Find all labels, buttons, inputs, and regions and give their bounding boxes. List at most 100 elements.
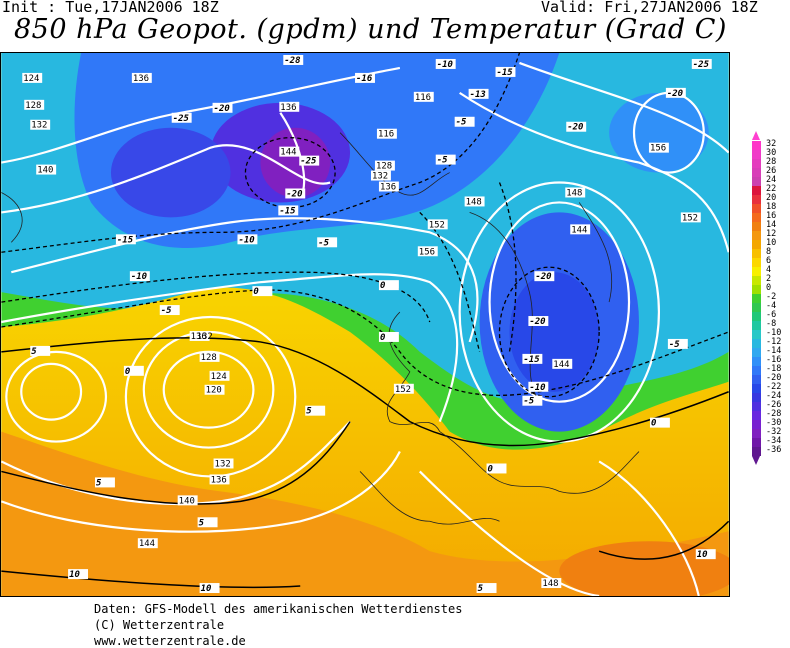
geopot-label: 136 [279, 101, 300, 113]
temp-label: -15 [278, 205, 299, 216]
legend-label: -8 [766, 319, 777, 329]
legend-label: 14 [766, 220, 777, 230]
warm-core-south [1, 431, 729, 596]
geopot-label: 120 [204, 384, 225, 396]
svg-text:136: 136 [211, 475, 227, 485]
temp-label: 10 [68, 569, 89, 580]
legend-swatch [752, 177, 761, 186]
legend-entry: 6 [752, 256, 780, 267]
svg-text:128: 128 [25, 101, 41, 111]
temp-label: 5 [197, 517, 218, 528]
legend-label: -26 [766, 400, 782, 410]
temp-label: 5 [476, 583, 497, 594]
temp-label: -5 [522, 395, 543, 407]
svg-text:152: 152 [395, 385, 411, 395]
legend-swatch [752, 321, 761, 330]
geopot-label: 136 [189, 330, 210, 342]
legend-label: 16 [766, 211, 777, 221]
svg-text:120: 120 [206, 386, 222, 396]
temp-label: -15 [522, 353, 543, 365]
svg-text:-20: -20 [286, 189, 302, 199]
legend-swatch [752, 204, 761, 213]
legend-entry: 8 [752, 247, 780, 258]
temp-label: 10 [199, 583, 220, 594]
svg-text:-20: -20 [567, 123, 583, 133]
temp-label: -13 [468, 88, 489, 100]
footer-url: www.wetterzentrale.de [94, 634, 246, 648]
svg-text:-13: -13 [470, 90, 486, 100]
temp-label: 0 [649, 417, 670, 429]
legend-entry: 28 [752, 157, 780, 168]
svg-text:-15: -15 [117, 235, 134, 245]
legend-entry: 30 [752, 148, 780, 159]
legend-swatch [752, 285, 761, 294]
legend-label: 30 [766, 148, 777, 158]
legend-entry: 10 [752, 238, 780, 249]
geopot-label: 128 [199, 351, 220, 363]
temp-label: 5 [305, 405, 326, 417]
temp-label: -16 [355, 72, 375, 84]
svg-text:124: 124 [211, 372, 227, 382]
temp-label: -10 [237, 234, 258, 245]
svg-text:156: 156 [650, 144, 666, 154]
geopot-label: 132 [30, 119, 51, 131]
legend-swatch [752, 159, 761, 168]
svg-text:5: 5 [478, 584, 484, 594]
legend-entry: 16 [752, 211, 780, 222]
legend-label: -22 [766, 382, 782, 392]
svg-text:0: 0 [125, 367, 130, 377]
legend-entry: -2 [752, 292, 780, 303]
temp-label: 0 [378, 331, 399, 343]
temp-label: 0 [252, 286, 273, 297]
legend-swatch [752, 231, 761, 240]
legend-swatch [752, 294, 761, 303]
svg-text:-15: -15 [523, 355, 540, 365]
legend-swatch [752, 438, 761, 447]
init-time: Init : Tue,17JAN2006 18Z [2, 0, 219, 16]
legend-label: 12 [766, 229, 777, 239]
svg-text:148: 148 [466, 197, 482, 207]
temp-label: -25 [171, 112, 192, 124]
legend-entry: -34 [752, 436, 781, 447]
legend-swatch [752, 276, 761, 285]
legend-entry: -28 [752, 409, 781, 420]
svg-text:-20: -20 [214, 104, 230, 114]
legend-swatch [752, 411, 761, 420]
footer-source: Daten: GFS-Modell des amerikanischen Wet… [94, 602, 463, 616]
legend-swatch [752, 447, 761, 456]
svg-text:-5: -5 [456, 118, 467, 128]
legend-entry: -36 [752, 445, 782, 456]
temp-label: -5 [317, 237, 338, 248]
svg-text:-20: -20 [667, 89, 683, 99]
legend-swatch [752, 330, 761, 339]
svg-text:0: 0 [253, 287, 258, 297]
legend-label: 6 [766, 256, 772, 266]
legend-swatch [752, 312, 761, 321]
svg-text:132: 132 [197, 332, 213, 342]
legend-swatch [752, 420, 761, 429]
legend-label: 20 [766, 193, 777, 203]
legend-swatch [752, 195, 761, 204]
legend-label: -18 [766, 364, 782, 374]
legend-entry: -20 [752, 373, 781, 384]
legend-entry: -24 [752, 391, 781, 402]
svg-text:5: 5 [199, 518, 205, 528]
svg-text:10: 10 [697, 550, 708, 560]
legend-label: -36 [766, 445, 782, 455]
legend-entry: -30 [752, 418, 781, 429]
legend-label: 32 [766, 139, 777, 149]
temp-label: -5 [159, 305, 180, 316]
temp-label: -5 [435, 154, 456, 166]
legend-label: -32 [766, 427, 782, 437]
geopot-label: 124 [209, 370, 230, 382]
geopot-label: 144 [279, 146, 300, 158]
legend-label: 24 [766, 175, 777, 185]
svg-text:148: 148 [566, 188, 582, 198]
svg-text:148: 148 [542, 579, 558, 589]
legend-swatch [752, 375, 761, 384]
geopot-label: 116 [413, 91, 434, 103]
legend-swatch [752, 393, 761, 402]
legend-swatch [752, 150, 761, 159]
legend-entry: -6 [752, 310, 780, 321]
svg-text:0: 0 [380, 281, 385, 291]
